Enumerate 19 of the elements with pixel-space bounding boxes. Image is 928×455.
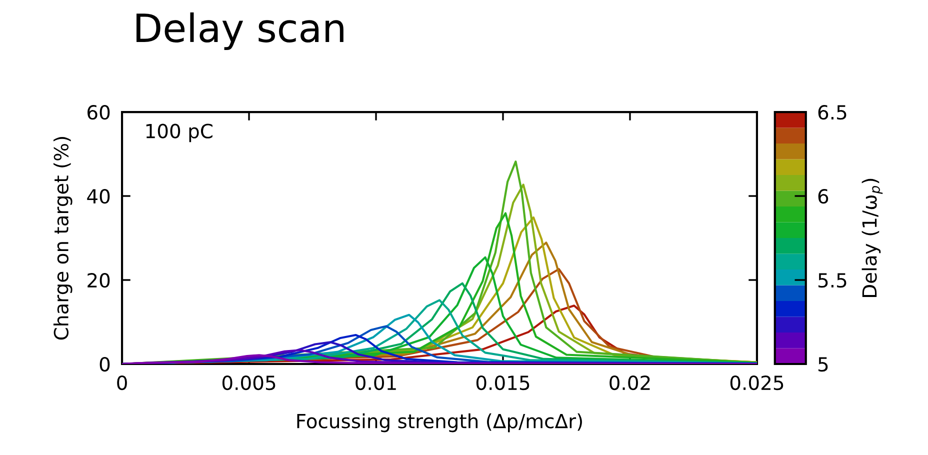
y-tick-label: 0 [100,356,110,372]
y-tick-label: 60 [88,104,110,120]
x-tick-label: 0.02 [610,375,650,390]
y-tick-label: 40 [87,188,110,204]
x-tick-label: 0.025 [730,375,784,390]
color-bar-label: 6.5 [818,104,846,120]
y-axis-title: Charge on target (%) [53,137,72,340]
annotation: 100 pC [146,124,212,142]
color-bar-label: 6 [818,188,828,204]
x-tick-label: 0.015 [476,375,530,390]
y-tick-label: 20 [88,272,110,288]
x-tick-label: 0.005 [222,375,276,390]
x-tick-label: 0.01 [356,375,396,390]
color-bar-title: Delay (1/ω$_{p}$) [862,178,883,297]
color-bar-label: 5 [818,357,828,372]
x-axis-title: Focussing strength (Δp/mcΔr) [297,413,582,432]
x-tick-label: 0 [117,375,127,390]
color-bar-label: 5.5 [818,273,846,288]
chart-title: Delay scan [136,12,344,50]
